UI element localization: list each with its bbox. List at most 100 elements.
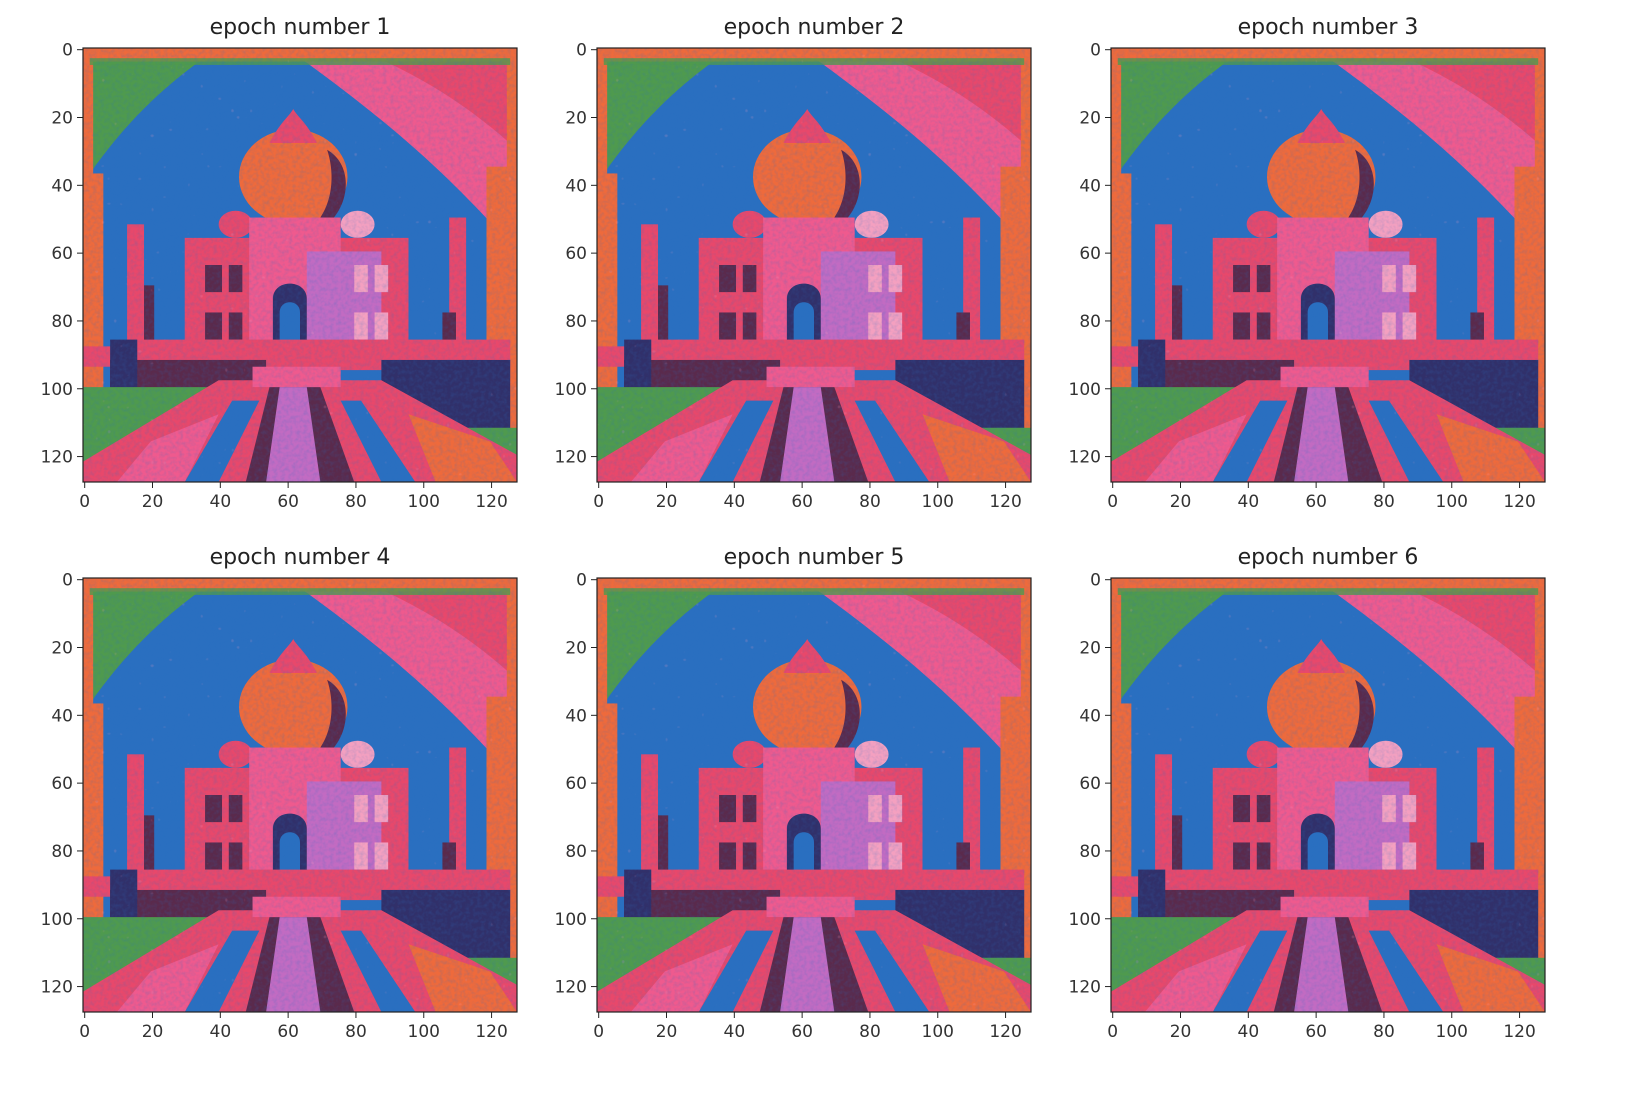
panel-epoch-6: epoch number 6 0 20 40 60 80 100 120 0 20 40 60 80 10… <box>1069 545 1545 1042</box>
y-tick-label: 0 <box>62 41 73 61</box>
y-tick-label: 20 <box>51 639 73 659</box>
x-tick-label: 0 <box>593 1022 604 1042</box>
panel-title: epoch number 6 <box>1238 545 1419 570</box>
x-tick-label: 40 <box>724 1022 746 1042</box>
y-tick-label: 40 <box>51 706 73 726</box>
y-tick-label: 0 <box>1090 571 1101 591</box>
y-tick-label: 80 <box>51 312 73 332</box>
x-tick-label: 60 <box>1305 1022 1327 1042</box>
y-tick-label: 100 <box>555 380 587 400</box>
y-tick-label: 100 <box>1069 910 1101 930</box>
y-tick-label: 0 <box>62 571 73 591</box>
x-tick-label: 100 <box>1436 492 1468 512</box>
y-tick-label: 80 <box>51 842 73 862</box>
x-tick-label: 0 <box>79 492 90 512</box>
x-tick-label: 120 <box>1503 492 1535 512</box>
panel-title: epoch number 2 <box>724 15 905 40</box>
x-tick-label: 80 <box>1373 492 1395 512</box>
x-tick-label: 120 <box>1503 1022 1535 1042</box>
x-tick-label: 60 <box>277 492 299 512</box>
x-tick-label: 80 <box>1373 1022 1395 1042</box>
y-tick-label: 120 <box>555 978 587 998</box>
y-tick-label: 80 <box>565 842 587 862</box>
panel-title: epoch number 5 <box>724 545 905 570</box>
y-tick-label: 0 <box>576 41 587 61</box>
y-tick-label: 20 <box>51 109 73 129</box>
x-tick-label: 40 <box>724 492 746 512</box>
y-tick-label: 60 <box>1079 244 1101 264</box>
x-tick-label: 120 <box>475 492 507 512</box>
y-tick-label: 20 <box>1079 109 1101 129</box>
x-tick-label: 0 <box>79 1022 90 1042</box>
x-tick-label: 0 <box>1107 1022 1118 1042</box>
x-tick-label: 100 <box>922 1022 954 1042</box>
y-tick-label: 80 <box>1079 312 1101 332</box>
x-tick-label: 40 <box>1238 492 1260 512</box>
x-tick-label: 0 <box>1107 492 1118 512</box>
y-tick-label: 60 <box>1079 774 1101 794</box>
y-tick-label: 100 <box>555 910 587 930</box>
x-tick-label: 120 <box>475 1022 507 1042</box>
y-tick-label: 80 <box>1079 842 1101 862</box>
y-tick-label: 80 <box>565 312 587 332</box>
y-tick-label: 20 <box>1079 639 1101 659</box>
x-tick-label: 100 <box>408 1022 440 1042</box>
x-tick-label: 0 <box>593 492 604 512</box>
y-tick-label: 120 <box>555 448 587 468</box>
x-tick-label: 20 <box>656 1022 678 1042</box>
y-tick-label: 60 <box>51 774 73 794</box>
reconstructed-image <box>1111 578 1545 1012</box>
panel-epoch-4: epoch number 4 0 20 40 60 80 100 120 0 20 40 60 80 10… <box>41 545 517 1042</box>
panel-epoch-3: epoch number 3 0 20 40 60 80 100 120 0 20 40 60 80 10… <box>1069 15 1545 512</box>
y-tick-label: 60 <box>51 244 73 264</box>
y-tick-label: 60 <box>565 244 587 264</box>
x-tick-label: 20 <box>1170 1022 1192 1042</box>
y-tick-label: 100 <box>41 380 73 400</box>
x-tick-label: 20 <box>142 492 164 512</box>
panel-title: epoch number 3 <box>1238 15 1419 40</box>
y-tick-label: 40 <box>565 176 587 196</box>
y-tick-label: 40 <box>1079 176 1101 196</box>
y-tick-label: 120 <box>1069 978 1101 998</box>
x-tick-label: 20 <box>142 1022 164 1042</box>
x-tick-label: 20 <box>1170 492 1192 512</box>
x-tick-label: 60 <box>277 1022 299 1042</box>
x-tick-label: 100 <box>408 492 440 512</box>
x-tick-label: 80 <box>345 1022 367 1042</box>
panel-title: epoch number 4 <box>210 545 391 570</box>
reconstructed-image <box>597 48 1031 482</box>
y-tick-label: 120 <box>1069 448 1101 468</box>
x-tick-label: 120 <box>989 1022 1021 1042</box>
y-tick-label: 0 <box>1090 41 1101 61</box>
y-tick-label: 120 <box>41 978 73 998</box>
x-tick-label: 120 <box>989 492 1021 512</box>
y-tick-label: 40 <box>1079 706 1101 726</box>
x-tick-label: 80 <box>859 492 881 512</box>
y-tick-label: 0 <box>576 571 587 591</box>
y-tick-label: 60 <box>565 774 587 794</box>
y-tick-label: 40 <box>565 706 587 726</box>
y-tick-label: 100 <box>41 910 73 930</box>
panel-epoch-2: epoch number 2 0 20 40 60 80 100 120 0 20 40 60 80 10… <box>555 15 1031 512</box>
y-tick-label: 20 <box>565 109 587 129</box>
y-tick-label: 20 <box>565 639 587 659</box>
x-tick-label: 40 <box>1238 1022 1260 1042</box>
x-tick-label: 40 <box>210 492 232 512</box>
reconstructed-image <box>1111 48 1545 482</box>
x-tick-label: 80 <box>859 1022 881 1042</box>
x-tick-label: 60 <box>1305 492 1327 512</box>
y-tick-label: 40 <box>51 176 73 196</box>
x-tick-label: 20 <box>656 492 678 512</box>
reconstructed-image <box>597 578 1031 1012</box>
x-tick-label: 60 <box>791 492 813 512</box>
panel-epoch-5: epoch number 5 0 20 40 60 80 100 120 0 20 40 60 80 10… <box>555 545 1031 1042</box>
x-tick-label: 40 <box>210 1022 232 1042</box>
x-tick-label: 100 <box>922 492 954 512</box>
x-tick-label: 60 <box>791 1022 813 1042</box>
y-tick-label: 100 <box>1069 380 1101 400</box>
x-tick-label: 80 <box>345 492 367 512</box>
y-tick-label: 120 <box>41 448 73 468</box>
reconstructed-image <box>83 48 517 482</box>
panel-epoch-1: epoch number 1 0 20 40 60 80 100 120 0 20 40 60 80 10… <box>41 15 517 512</box>
